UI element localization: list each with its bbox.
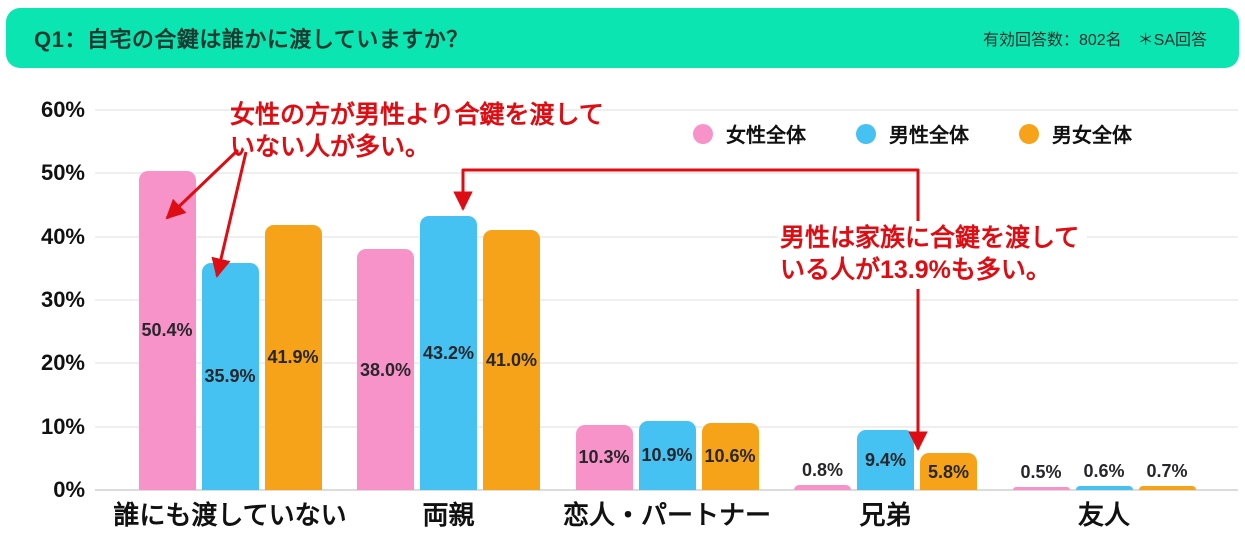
legend-item-total: 男女全体 — [1019, 119, 1132, 148]
female-series-dot-icon — [693, 123, 713, 144]
y-axis-tick-label: 40% — [40, 223, 85, 249]
bar-value-label: 38.0% — [359, 359, 412, 380]
bar-男女全体-友人 — [1138, 485, 1196, 490]
bar-value-label: 0.6% — [1083, 461, 1125, 482]
y-axis-tick-label: 10% — [40, 413, 85, 439]
legend-label: 男性全体 — [889, 125, 969, 147]
bar-女性全体-兄弟 — [794, 484, 851, 490]
legend-label: 男女全体 — [1052, 125, 1132, 147]
bar-value-label: 10.6% — [704, 446, 756, 467]
y-axis-tick-label: 30% — [40, 287, 85, 312]
annotation-male-family-keys: 男性は家族に合鍵を渡して いる人が13.9%も多い。 — [778, 221, 1088, 289]
x-axis-line — [95, 489, 1238, 491]
bar-女性全体-両親 — [357, 249, 414, 490]
bar-女性全体-友人 — [1012, 486, 1070, 490]
bar-value-label: 9.4% — [864, 450, 907, 471]
bar-男性全体-誰にも渡していない — [201, 262, 259, 490]
bar-男女全体-兄弟 — [920, 453, 977, 490]
legend-label: 女性全体 — [726, 125, 806, 147]
y-axis-tick-label: 50% — [40, 160, 85, 186]
bar-男女全体-誰にも渡していない — [264, 224, 322, 490]
bar-value-label: 0.8% — [801, 459, 844, 480]
y-axis-tick-label: 20% — [40, 350, 85, 376]
bar-value-label: 35.9% — [204, 366, 256, 387]
question-header-bar: Q1：自宅の合鍵は誰かに渡していますか？ 有効回答数：802名 ＊SA回答 — [6, 8, 1239, 68]
x-axis-category-label: 恋人・パートナー — [562, 500, 771, 530]
annotation-female-more-keys: 女性の方が男性より合鍵を渡して いない人が多い。 — [230, 99, 604, 163]
bar-value-label: 0.5% — [1020, 461, 1062, 482]
y-axis-tick-label: 0% — [53, 477, 85, 502]
y-axis-tick-label: 60% — [40, 97, 85, 122]
x-axis-category-label: 友人 — [1077, 500, 1130, 530]
respondent-count-note: 有効回答数：802名 ＊SA回答 — [982, 32, 1207, 49]
bar-value-label: 0.7% — [1146, 460, 1188, 481]
x-axis-category-label: 兄弟 — [859, 500, 912, 530]
legend-item-male: 男性全体 — [856, 119, 969, 148]
bar-chart: 0% 10% 20% 30% 40% 50% 60% 50.4% 38.0% 10.3% 0.8% 0… — [0, 70, 1245, 541]
male-series-dot-icon — [856, 123, 876, 144]
x-axis-category-label: 誰にも渡していない — [113, 500, 347, 530]
annotation-line: いる人が13.9%も多い。 — [780, 256, 1051, 284]
gridline — [95, 172, 1238, 175]
bar-value-label: 41.0% — [485, 350, 538, 371]
legend-item-female: 女性全体 — [693, 119, 806, 148]
annotation-line: いない人が多い。 — [230, 133, 431, 161]
bar-value-label: 10.3% — [578, 447, 630, 468]
gridline — [95, 109, 1238, 111]
bar-value-label: 5.8% — [927, 461, 970, 482]
annotation-line: 男性は家族に合鍵を渡して — [780, 224, 1080, 252]
annotation-line: 女性の方が男性より合鍵を渡して — [230, 101, 604, 129]
bar-男性全体-友人 — [1075, 486, 1133, 490]
bar-value-label: 41.9% — [267, 347, 319, 368]
chart-legend: 女性全体 男性全体 男女全体 — [693, 119, 1132, 148]
page-title: Q1：自宅の合鍵は誰かに渡していますか？ — [34, 27, 469, 52]
bar-value-label: 50.4% — [141, 320, 193, 341]
x-axis-category-label: 両親 — [422, 500, 475, 530]
bar-女性全体-誰にも渡していない — [138, 170, 196, 490]
total-series-dot-icon — [1019, 123, 1039, 144]
